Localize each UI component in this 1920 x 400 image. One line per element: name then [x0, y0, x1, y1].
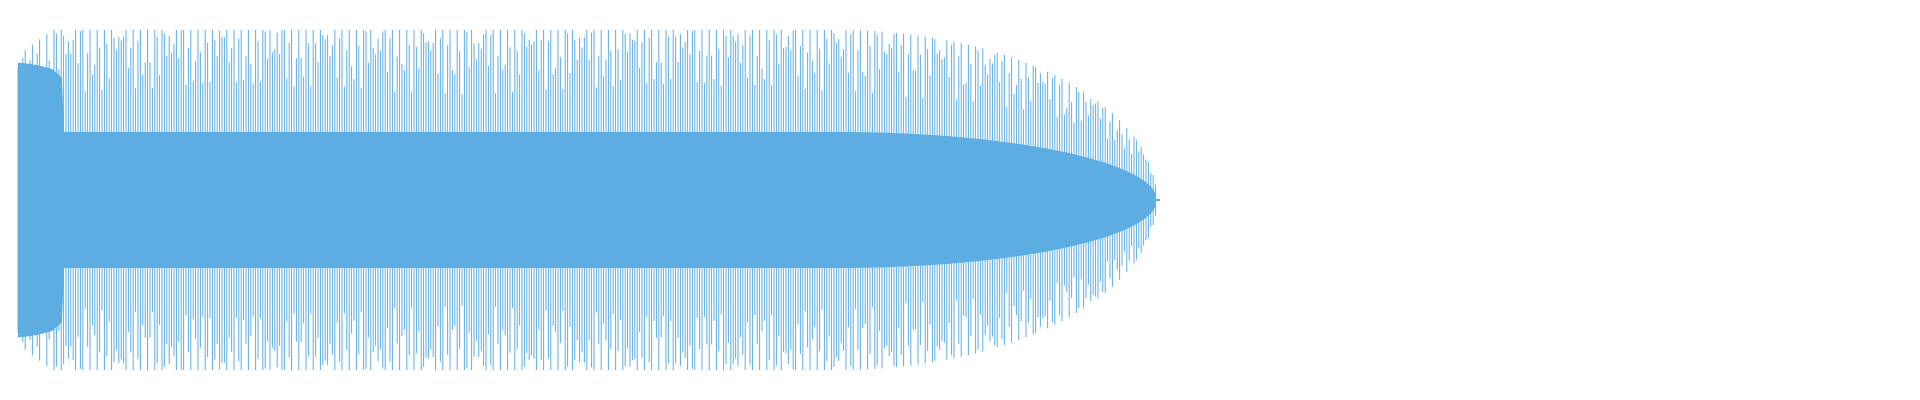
page: (() => { const data = JSON.parse(documen… [17, 30, 1160, 370]
waveform-view [17, 30, 1160, 370]
